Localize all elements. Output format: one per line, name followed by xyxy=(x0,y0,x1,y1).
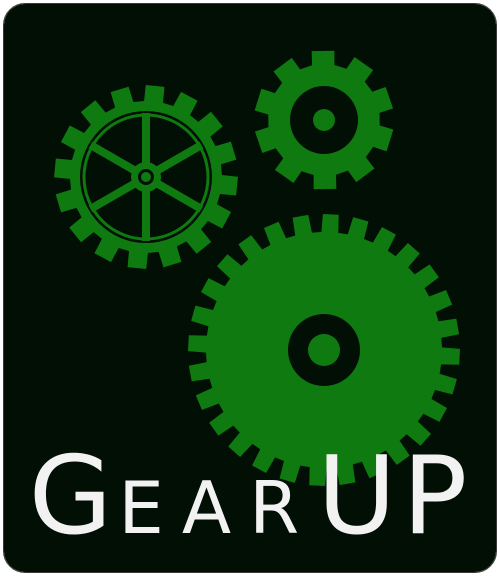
gear-axle xyxy=(308,334,340,366)
gear-axle xyxy=(313,109,335,131)
logo-tile: GEARUP xyxy=(3,3,497,573)
small-gear-icon xyxy=(254,50,394,190)
gear-spoke xyxy=(88,179,138,213)
gears-graphic xyxy=(4,4,496,572)
gear-axle xyxy=(141,172,151,182)
gear-spoke xyxy=(154,179,204,213)
logo-wordmark: GEARUP xyxy=(4,442,496,552)
logo-letters-up: UP xyxy=(317,434,474,559)
logo-letters-ear: EAR xyxy=(118,466,318,550)
gear-spoke xyxy=(154,141,204,175)
gear-spoke xyxy=(88,141,138,175)
logo-letter-g: G xyxy=(28,434,119,559)
large-gear-icon xyxy=(188,214,460,486)
spoked-gear-icon xyxy=(54,85,238,269)
